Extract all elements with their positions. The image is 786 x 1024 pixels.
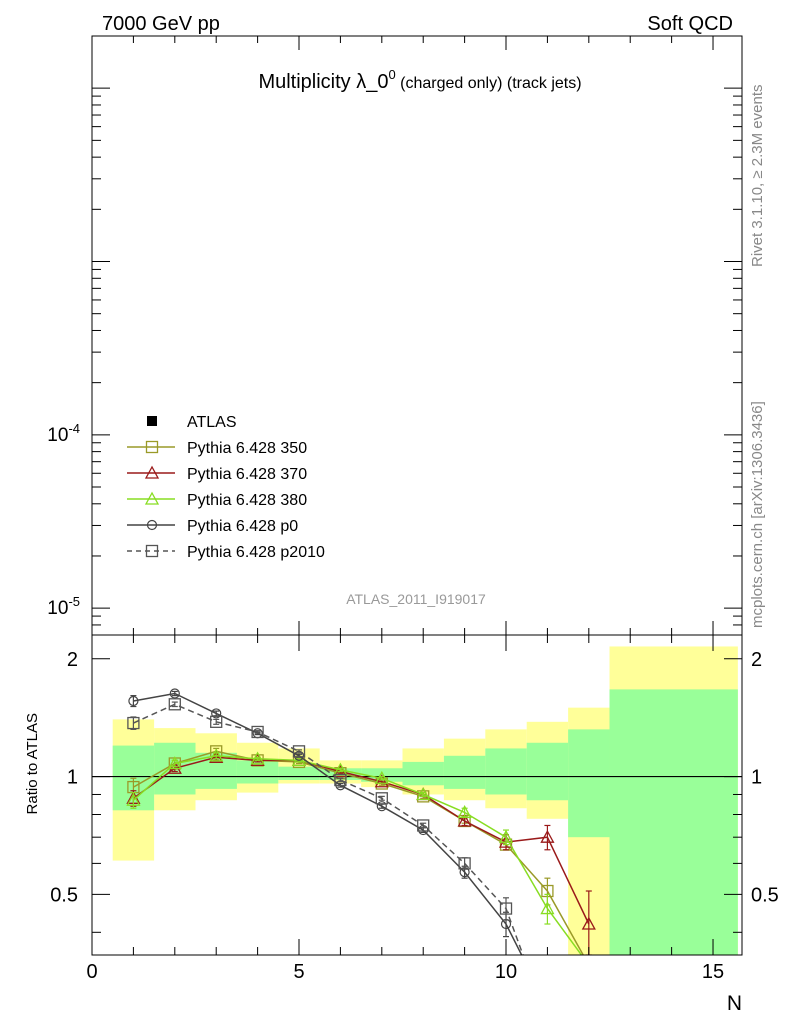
series-point <box>126 792 141 806</box>
legend-marker <box>145 440 159 454</box>
ratio-xtick-label: 0 <box>86 961 97 983</box>
process-label: Soft QCD <box>647 13 733 35</box>
ratio-ytick-label: 2 <box>67 649 78 671</box>
main-ytick-label: 10-4 <box>47 421 80 446</box>
ratio-ytick-label: 0.5 <box>50 884 78 906</box>
uncertainty-band-green <box>485 748 527 795</box>
ratio-panel: 0.5 0.5 1 1 2 2 0 5 10 15 <box>50 634 779 983</box>
series-point <box>128 695 139 707</box>
analysis-watermark: ATLAS_2011_I919017 <box>346 591 486 607</box>
series-point <box>169 688 180 699</box>
legend-label: Pythia 6.428 380 <box>187 492 307 509</box>
uncertainty-band-green <box>443 755 486 789</box>
series-point <box>458 857 471 870</box>
legend-marker <box>146 519 158 531</box>
ratio-xtick-label: 10 <box>495 961 517 983</box>
ratio-frame <box>91 634 743 956</box>
series-point <box>251 725 264 739</box>
series-point <box>292 745 306 758</box>
legend-label: ATLAS <box>187 414 237 431</box>
ratio-ytick-label: 1 <box>67 767 78 789</box>
legend-label: Pythia 6.428 p2010 <box>187 544 325 561</box>
series-point <box>457 805 472 819</box>
ratio-ytick-label-right: 1 <box>751 767 762 789</box>
ratio-xtick-label: 5 <box>293 961 304 983</box>
series-point <box>540 901 555 915</box>
series-point <box>374 774 389 788</box>
energy-label: 7000 GeV pp <box>102 13 220 35</box>
series-line <box>132 755 583 955</box>
series-point <box>375 792 388 805</box>
rivet-label: Rivet 3.1.10, ≥ 2.3M events <box>749 85 766 268</box>
main-ytick-label: 10-5 <box>47 594 80 619</box>
main-ytick-label-exponent: -5 <box>68 594 80 609</box>
legend-marker <box>147 416 157 426</box>
series-point <box>581 916 596 930</box>
ratio-ytick-label-right: 0.5 <box>751 884 779 906</box>
series-point <box>457 813 472 827</box>
plot-title-qualifier: (charged only) (track jets) <box>396 75 582 92</box>
x-axis-label: N <box>727 992 742 1015</box>
uncertainty-band-green <box>402 761 444 786</box>
legend-marker <box>145 544 159 558</box>
ratio-series-group <box>126 688 596 955</box>
series-point <box>499 902 513 915</box>
ratio-ytick-label-right: 2 <box>751 649 762 671</box>
main-ytick-label-exponent: -4 <box>68 421 80 436</box>
series-point <box>540 829 555 843</box>
series-point <box>374 770 389 784</box>
ratio-xtick-label: 15 <box>702 961 724 983</box>
series-point <box>168 698 181 711</box>
legend-marker <box>144 465 160 479</box>
series-point <box>211 708 222 719</box>
plot-title: Multiplicity λ_00 (charged only) (track … <box>258 67 581 93</box>
series-point <box>167 760 182 774</box>
series-point <box>250 751 265 765</box>
series-point <box>127 716 140 730</box>
uncertainty-band-green <box>568 729 610 838</box>
series-point <box>209 748 224 762</box>
legend-label: Pythia 6.428 370 <box>187 466 307 483</box>
legend-marker <box>144 491 160 505</box>
plot-title-superscript: 0 <box>388 67 395 82</box>
ratio-ylabel: Ratio to ATLAS <box>24 713 41 814</box>
legend: ATLAS Pythia 6.428 350 Pythia 6.428 370 Pyt… <box>127 414 325 561</box>
legend-label: Pythia 6.428 p0 <box>187 518 298 535</box>
series-point <box>167 756 182 770</box>
mcplots-label: mcplots.cern.ch [arXiv:1306.3436] <box>749 401 766 628</box>
series-point <box>210 715 223 728</box>
main-ytick-label-base: 10 <box>47 425 68 446</box>
series-point <box>498 829 514 843</box>
uncertainty-band-green <box>526 742 569 801</box>
series-line <box>133 750 585 955</box>
series-line <box>132 756 590 925</box>
legend-label: Pythia 6.428 350 <box>187 440 307 457</box>
uncertainty-band-green <box>236 760 279 784</box>
plot-title-main: Multiplicity λ_0 <box>258 71 388 93</box>
uncertainty-band-green <box>278 766 320 780</box>
series-point <box>416 787 431 801</box>
series-point <box>417 819 430 832</box>
series-point <box>376 801 387 812</box>
main-ytick-label-base: 10 <box>47 598 68 619</box>
uncertainty-band-green <box>609 689 738 955</box>
series-point <box>334 773 347 787</box>
series-line <box>133 703 524 955</box>
